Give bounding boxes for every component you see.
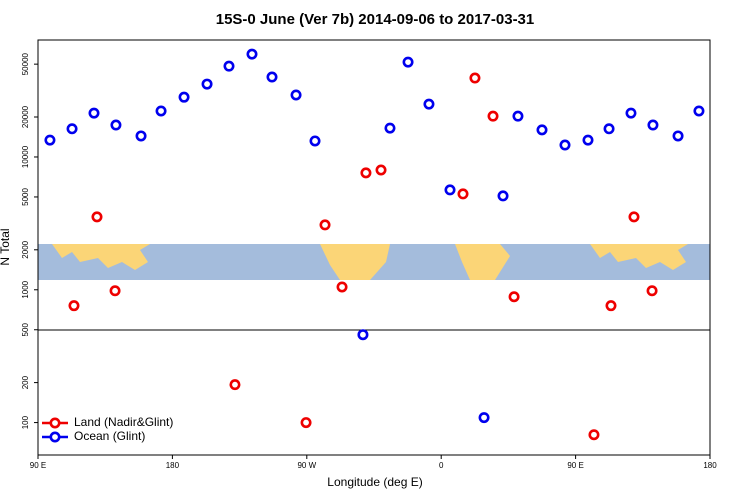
point <box>497 190 509 202</box>
point <box>319 219 331 231</box>
x-axis-label: Longitude (deg E) <box>327 475 422 489</box>
point <box>469 72 481 84</box>
point <box>478 412 490 424</box>
x-tick-label: 90 E <box>567 461 583 470</box>
legend-label: Land (Nadir&Glint) <box>74 415 173 429</box>
point <box>559 139 571 151</box>
point <box>628 211 640 223</box>
point <box>693 105 705 117</box>
point <box>582 134 594 146</box>
y-tick-label: 500 <box>21 323 30 337</box>
y-tick-label: 20000 <box>21 105 30 128</box>
y-tick-label: 1000 <box>21 280 30 298</box>
point <box>135 130 147 142</box>
point <box>487 110 499 122</box>
point <box>223 60 235 72</box>
x-tick-label: 180 <box>166 461 180 470</box>
point <box>402 56 414 68</box>
point <box>66 123 78 135</box>
point <box>536 124 548 136</box>
x-tick-label: 0 <box>439 461 444 470</box>
y-tick-label: 2000 <box>21 240 30 258</box>
point <box>309 135 321 147</box>
point <box>201 78 213 90</box>
point <box>246 48 258 60</box>
point <box>508 291 520 303</box>
point <box>290 89 302 101</box>
point <box>229 379 241 391</box>
point <box>423 98 435 110</box>
point <box>110 119 122 131</box>
point <box>646 285 658 297</box>
legend-marker <box>49 417 61 429</box>
point <box>91 211 103 223</box>
point <box>512 110 524 122</box>
x-tick-label: 90 W <box>297 461 316 470</box>
point <box>88 107 100 119</box>
point <box>625 107 637 119</box>
legend-label: Ocean (Glint) <box>74 429 145 443</box>
point <box>178 91 190 103</box>
point <box>605 300 617 312</box>
y-axis-label: N Total <box>0 228 12 265</box>
point <box>672 130 684 142</box>
point <box>384 122 396 134</box>
point <box>44 134 56 146</box>
point <box>588 429 600 441</box>
point <box>155 105 167 117</box>
point <box>68 300 80 312</box>
point <box>360 167 372 179</box>
chart-title: 15S-0 June (Ver 7b) 2014-09-06 to 2017-0… <box>216 11 535 28</box>
point <box>444 184 456 196</box>
map-strip <box>38 244 710 280</box>
point <box>375 164 387 176</box>
point <box>336 281 348 293</box>
point <box>457 188 469 200</box>
plot-frame <box>37 39 711 456</box>
x-tick-label: 90 E <box>30 461 46 470</box>
point <box>109 285 121 297</box>
point <box>357 329 369 341</box>
y-tick-label: 50000 <box>21 52 30 75</box>
y-tick-label: 10000 <box>21 145 30 168</box>
legend-marker <box>49 431 61 443</box>
point <box>266 71 278 83</box>
point <box>647 119 659 131</box>
point <box>603 123 615 135</box>
point <box>300 417 312 429</box>
y-tick-label: 100 <box>21 415 30 429</box>
x-tick-label: 180 <box>703 461 717 470</box>
y-tick-label: 200 <box>21 375 30 389</box>
y-tick-label: 5000 <box>21 188 30 206</box>
